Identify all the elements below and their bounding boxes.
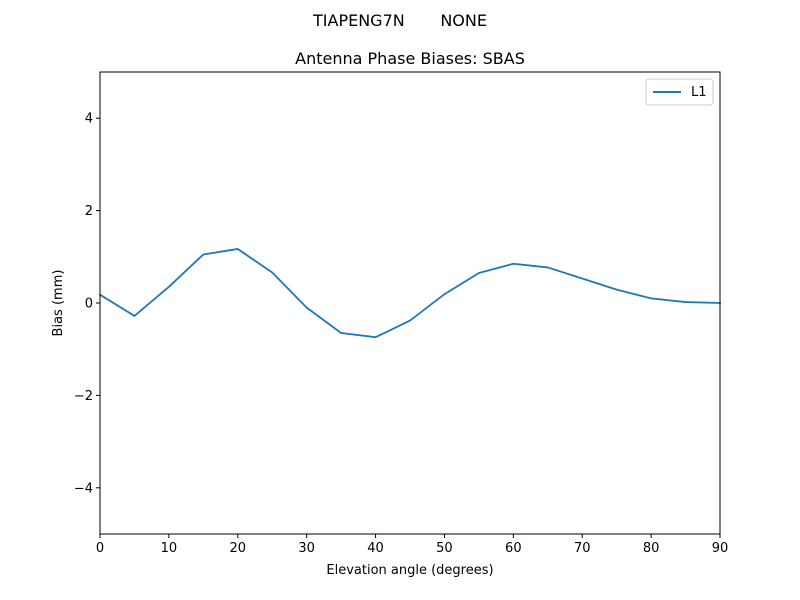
x-axis-label: Elevation angle (degrees): [326, 563, 493, 578]
x-tick-label: 30: [298, 541, 315, 556]
x-tick-label: 60: [505, 541, 522, 556]
series-group: [98, 248, 721, 339]
figure-suptitle: TIAPENG7N NONE: [312, 11, 487, 30]
series-line-l1: [98, 248, 721, 339]
x-tick-label: 50: [436, 541, 453, 556]
y-tick-label: 4: [85, 112, 93, 127]
x-tick-label: 90: [712, 541, 729, 556]
y-tick-label: −4: [74, 481, 93, 496]
y-axis-label: Bias (mm): [51, 270, 66, 337]
legend: L1: [645, 78, 714, 106]
y-tick-label: 2: [85, 204, 93, 219]
x-tick-label: 70: [574, 541, 591, 556]
plot-frame: [99, 71, 721, 535]
x-tick-label: 40: [367, 541, 384, 556]
x-tick-label: 20: [230, 541, 247, 556]
legend-label-l1: L1: [691, 85, 707, 100]
y-tick-label: 0: [85, 297, 93, 312]
x-tick-label: 80: [643, 541, 660, 556]
chart-title: Antenna Phase Biases: SBAS: [295, 49, 525, 68]
tick-group: 0 10 20 30 40 50 60 70 80 90 −4 −2 0 2 4: [74, 112, 728, 556]
x-tick-label: 10: [161, 541, 178, 556]
x-tick-label: 0: [96, 541, 104, 556]
y-tick-label: −2: [74, 389, 93, 404]
